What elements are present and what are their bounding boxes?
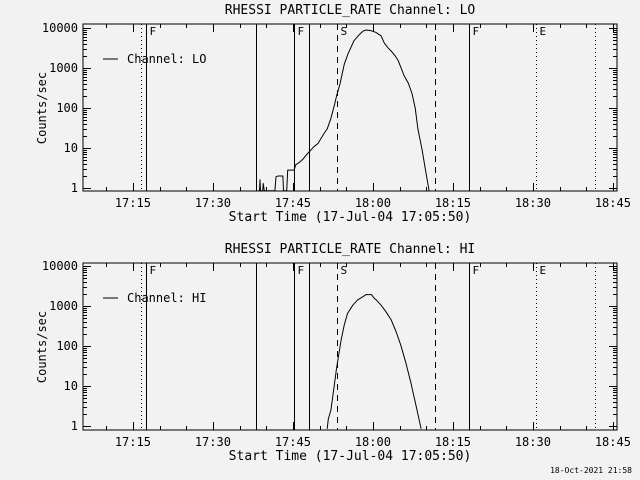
- event-flag-label-f: F: [473, 25, 480, 38]
- series-curve-lo: [258, 29, 430, 192]
- panel-hi-title: RHESSI PARTICLE_RATE Channel: HI: [224, 242, 476, 257]
- plot-box-hi: [82, 262, 618, 431]
- panel-hi-x-axis-label: Start Time (17-Jul-04 17:05:50): [228, 449, 472, 464]
- plot-datestamp: 18-Oct-2021 21:58: [550, 466, 632, 475]
- x-tick-label-lo: 17:45: [274, 196, 311, 210]
- event-flag-label-f: F: [473, 264, 480, 277]
- y-tick-label-lo: 100: [56, 101, 78, 115]
- x-tick-label-lo: 18:00: [354, 196, 391, 210]
- y-tick-label-hi: 1000: [49, 299, 78, 313]
- event-flag-label-e: E: [540, 25, 547, 38]
- event-flag-label-f: F: [150, 25, 157, 38]
- y-tick-label-hi: 1: [70, 419, 78, 433]
- event-flag-label-f: F: [150, 264, 157, 277]
- event-flag-label-e: E: [540, 264, 547, 277]
- y-tick-label-hi: 10: [63, 379, 78, 393]
- x-tick-label-hi: 18:30: [514, 435, 551, 449]
- panel-lo-legend-label: Channel: LO: [127, 52, 207, 66]
- event-flag-label-s: S: [341, 25, 348, 38]
- plot-box-lo: [82, 23, 618, 192]
- x-tick-label-hi: 18:00: [354, 435, 391, 449]
- panel-lo-title: RHESSI PARTICLE_RATE Channel: LO: [224, 3, 476, 18]
- event-flag-label-f: F: [298, 25, 305, 38]
- x-tick-label-hi: 17:15: [114, 435, 151, 449]
- x-tick-label-lo: 17:30: [194, 196, 231, 210]
- x-tick-label-hi: 17:30: [194, 435, 231, 449]
- y-tick-label-lo: 10000: [41, 21, 78, 35]
- y-tick-label-lo: 1000: [49, 61, 78, 75]
- x-tick-label-lo: 18:15: [434, 196, 471, 210]
- x-tick-label-hi: 18:45: [594, 435, 631, 449]
- x-tick-label-lo: 18:45: [594, 196, 631, 210]
- x-tick-label-lo: 17:15: [114, 196, 151, 210]
- y-tick-label-hi: 10000: [41, 259, 78, 273]
- x-tick-label-lo: 18:30: [514, 196, 551, 210]
- y-tick-label-hi: 100: [56, 339, 78, 353]
- y-tick-label-lo: 10: [63, 141, 78, 155]
- event-flag-label-f: F: [298, 264, 305, 277]
- x-tick-label-hi: 18:15: [434, 435, 471, 449]
- panel-hi-legend-label: Channel: HI: [127, 291, 207, 305]
- series-curve-hi: [326, 294, 422, 429]
- event-flag-label-s: S: [341, 264, 348, 277]
- x-tick-label-hi: 17:45: [274, 435, 311, 449]
- panel-lo-x-axis-label: Start Time (17-Jul-04 17:05:50): [228, 210, 472, 225]
- y-tick-label-lo: 1: [70, 181, 78, 195]
